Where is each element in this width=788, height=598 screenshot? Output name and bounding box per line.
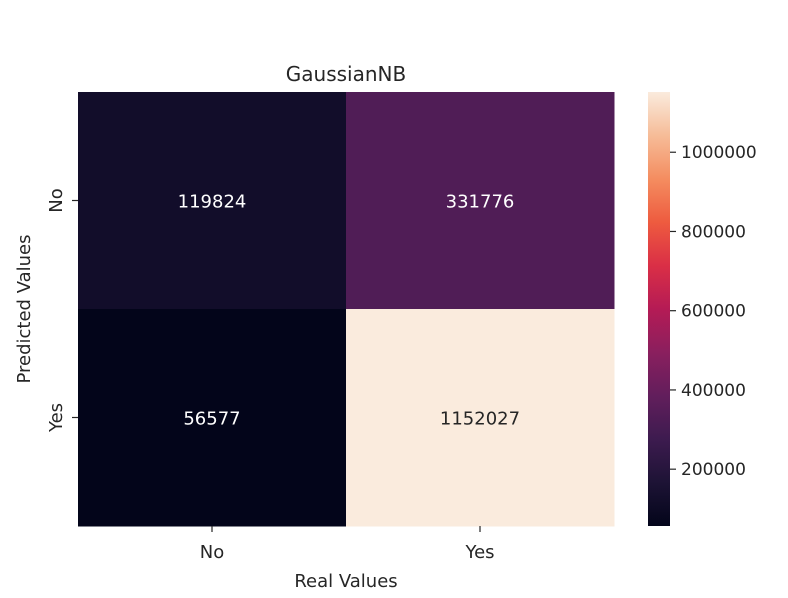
chart-title: GaussianNB xyxy=(286,62,406,86)
cell-value-label: 1152027 xyxy=(440,409,520,430)
x-tick-label: Yes xyxy=(464,542,494,563)
x-tick-label: No xyxy=(200,542,224,563)
y-tick-label: No xyxy=(46,188,67,212)
colorbar-tick-label: 1000000 xyxy=(681,143,757,163)
heatmap-cell xyxy=(78,309,347,527)
x-axis-ticks: No Yes xyxy=(200,526,495,563)
colorbar xyxy=(648,92,670,526)
heatmap-cell xyxy=(346,92,615,310)
x-axis-label: Real Values xyxy=(294,571,397,592)
y-axis-label: Predicted Values xyxy=(14,234,35,383)
heatmap-cells xyxy=(78,92,615,527)
heatmap-cell-labels: 119824 331776 56577 1152027 xyxy=(178,192,520,430)
heatmap-cell xyxy=(78,92,347,310)
cell-value-label: 331776 xyxy=(446,192,515,213)
cell-value-label: 119824 xyxy=(178,192,247,213)
y-axis-ticks: No Yes xyxy=(46,188,78,433)
cell-value-label: 56577 xyxy=(183,409,240,430)
heatmap-cell xyxy=(346,309,615,527)
colorbar-tick-label: 200000 xyxy=(681,460,746,480)
colorbar-tick-label: 800000 xyxy=(681,222,746,242)
colorbar-ticks: 200000 400000 600000 800000 1000000 xyxy=(670,143,757,480)
y-tick-label: Yes xyxy=(46,403,67,433)
colorbar-tick-label: 400000 xyxy=(681,381,746,401)
colorbar-tick-label: 600000 xyxy=(681,302,746,322)
